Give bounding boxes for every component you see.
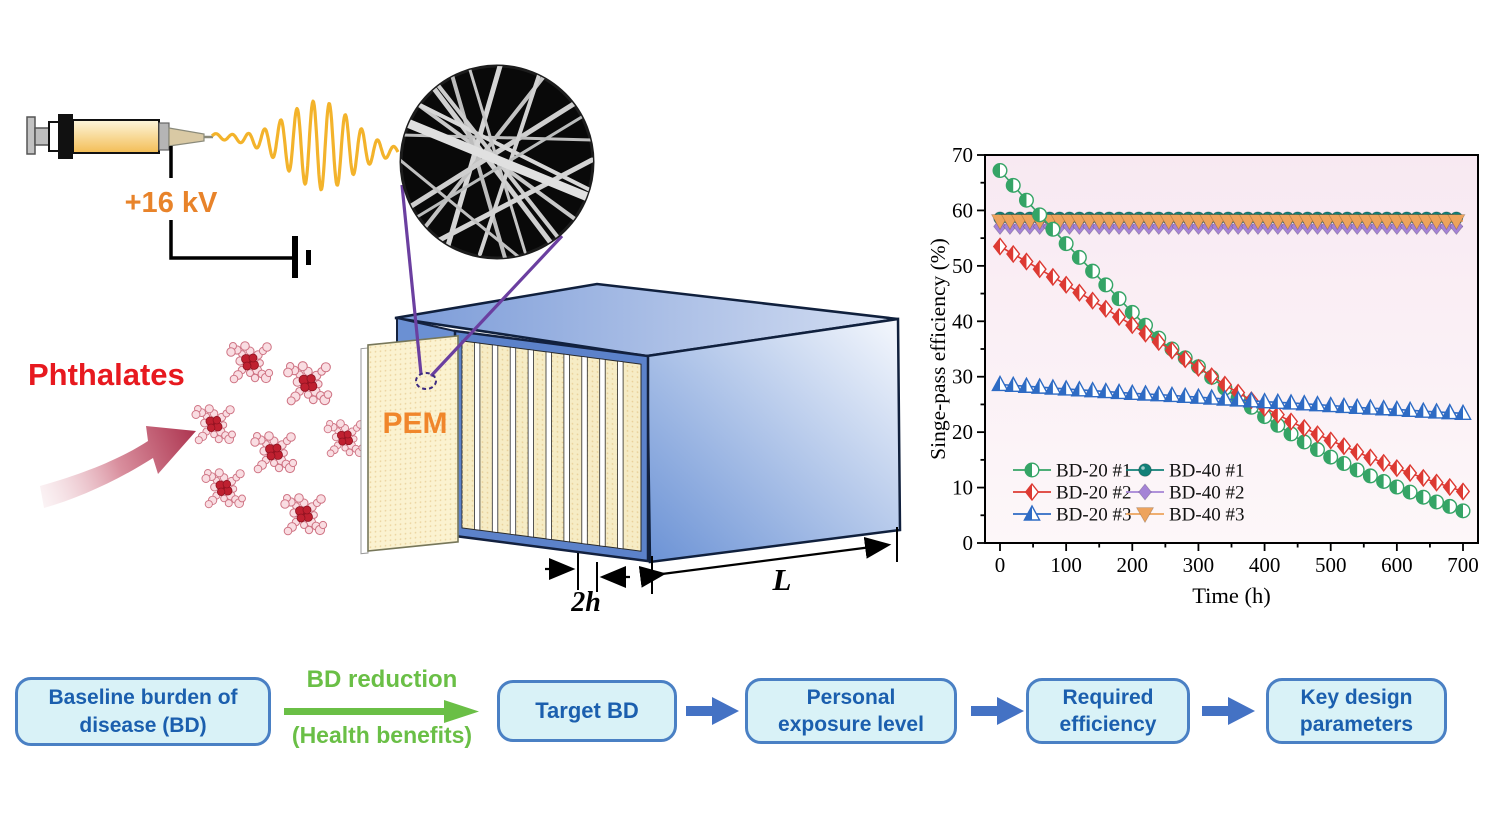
legend-entry: BD-40 #2 — [1126, 483, 1244, 504]
flow-arrow-icon — [971, 697, 1024, 725]
molecule — [280, 493, 328, 536]
phthalates-label: Phthalates — [28, 357, 185, 392]
pleat-slots — [473, 342, 624, 550]
legend-entry: BD-40 #1 — [1126, 461, 1244, 482]
high-voltage-circuit: +16 kV — [125, 146, 311, 278]
x-axis-title: Time (h) — [1192, 583, 1271, 608]
legend-entry: BD-20 #2 — [1013, 483, 1131, 504]
legend-label: BD-40 #1 — [1169, 461, 1244, 482]
molecule — [283, 361, 333, 406]
dimension-L: L — [638, 527, 898, 597]
svg-text:50: 50 — [952, 254, 973, 278]
phthalates-arrow — [40, 426, 196, 508]
chart-svg: 0 100 200 300 400 500 600 700 0 10 20 30 40 50 60 70 Sin… — [926, 143, 1479, 608]
pleated-filter — [453, 329, 650, 563]
jet-path — [210, 99, 400, 192]
svg-text:700: 700 — [1447, 553, 1479, 577]
legend-entry: BD-20 #1 — [1013, 461, 1131, 482]
pem-label: PEM — [382, 407, 447, 440]
chart-series-bd-40-3 — [990, 214, 1466, 231]
syringe-collar — [158, 122, 170, 151]
chart-series-bd-20-3 — [991, 375, 1472, 420]
flow-box-baseline-bd: Baseline burden of disease (BD) — [15, 677, 271, 746]
svg-text:10: 10 — [952, 476, 973, 500]
plot-frame — [984, 154, 1479, 544]
ground-icon — [292, 236, 298, 278]
syringe-plunger-seal — [48, 121, 60, 152]
wire — [169, 146, 292, 260]
duct-side-face — [645, 317, 902, 564]
voltage-label: +16 kV — [125, 187, 218, 219]
legend-label: BD-40 #3 — [1169, 505, 1244, 526]
flow-box-label: Key design — [1300, 685, 1413, 709]
chart-legend: BD-20 #1 BD-40 #1 BD-20 #2 BD-40 #2 BD-20 #3… — [1013, 461, 1244, 526]
svg-text:200: 200 — [1117, 553, 1149, 577]
flow-box-label: Personal — [806, 685, 896, 709]
molecule — [323, 419, 366, 458]
legend-label: BD-20 #3 — [1056, 505, 1131, 526]
bd-reduction-label: BD reduction — [306, 666, 458, 693]
legend-entry: BD-40 #3 — [1126, 505, 1244, 526]
health-benefits-label: (Health benefits) — [291, 722, 473, 748]
sem-callout — [400, 184, 564, 390]
svg-text:40: 40 — [952, 309, 973, 333]
syringe-flange — [58, 114, 73, 159]
svg-text:300: 300 — [1183, 553, 1215, 577]
flow-box-key-design: Key design parameters — [1266, 678, 1447, 744]
flow-box-label: Target BD — [535, 697, 639, 723]
phthalates-annotation: Phthalates — [28, 357, 196, 508]
svg-text:600: 600 — [1381, 553, 1413, 577]
flow-box-label: parameters — [1299, 713, 1414, 736]
svg-text:60: 60 — [952, 198, 973, 222]
callout-target-circle — [415, 372, 437, 390]
syringe-barrel — [72, 119, 160, 154]
dimension-2h: 2h — [545, 553, 630, 618]
svg-text:20: 20 — [952, 420, 973, 444]
efficiency-chart: 0 100 200 300 400 500 600 700 0 10 20 30 40 50 60 70 Sin… — [926, 132, 1489, 637]
flow-arrow-icon — [1202, 697, 1255, 725]
phthalate-molecules — [191, 341, 366, 536]
bd-reduction-arrow — [284, 700, 479, 723]
flow-box-personal-exposure: Personal exposure level — [745, 678, 957, 744]
flow-box-label: efficiency — [1059, 713, 1157, 736]
sem-micrograph — [399, 64, 595, 260]
filter-duct: PEM 2h L — [360, 282, 902, 618]
duct-length-label: L — [772, 562, 792, 597]
syringe-plunger-cap — [26, 116, 36, 155]
flow-box-label: exposure level — [778, 713, 924, 736]
nanofibers — [401, 66, 593, 258]
flow-arrow-icon — [686, 697, 739, 725]
flow-box-label: Baseline burden of — [48, 686, 238, 710]
svg-text:0: 0 — [995, 553, 1006, 577]
flow-box-label: Required — [1062, 685, 1154, 709]
svg-text:30: 30 — [952, 365, 973, 389]
ground-icon-bar2 — [306, 250, 311, 265]
chart-series-bd-20-2 — [992, 237, 1471, 501]
molecule — [201, 468, 246, 509]
legend-label: BD-40 #2 — [1169, 483, 1244, 504]
svg-text:100: 100 — [1050, 553, 1082, 577]
pem-membrane-panel — [360, 335, 459, 555]
legend-label: BD-20 #2 — [1056, 483, 1131, 504]
svg-text:70: 70 — [952, 143, 973, 167]
y-axis-title: Singe-pass efficiency (%) — [930, 238, 950, 460]
syringe-plunger-rod — [34, 127, 50, 146]
svg-text:400: 400 — [1249, 553, 1281, 577]
syringe-needle-cone — [168, 127, 205, 147]
syringe — [26, 114, 213, 159]
svg-text:0: 0 — [963, 531, 974, 555]
legend-label: BD-20 #1 — [1056, 461, 1131, 482]
molecule — [250, 431, 298, 474]
flow-box-target-bd: Target BD — [497, 680, 677, 742]
electrospinning-jet — [210, 99, 400, 192]
molecule — [191, 404, 236, 445]
flow-box-label: disease (BD) — [79, 713, 207, 737]
flow-box-required-efficiency: Required efficiency — [1026, 678, 1190, 744]
svg-text:500: 500 — [1315, 553, 1347, 577]
legend-entry: BD-20 #3 — [1013, 505, 1131, 526]
molecule — [226, 341, 274, 384]
channel-width-label: 2h — [570, 587, 601, 618]
